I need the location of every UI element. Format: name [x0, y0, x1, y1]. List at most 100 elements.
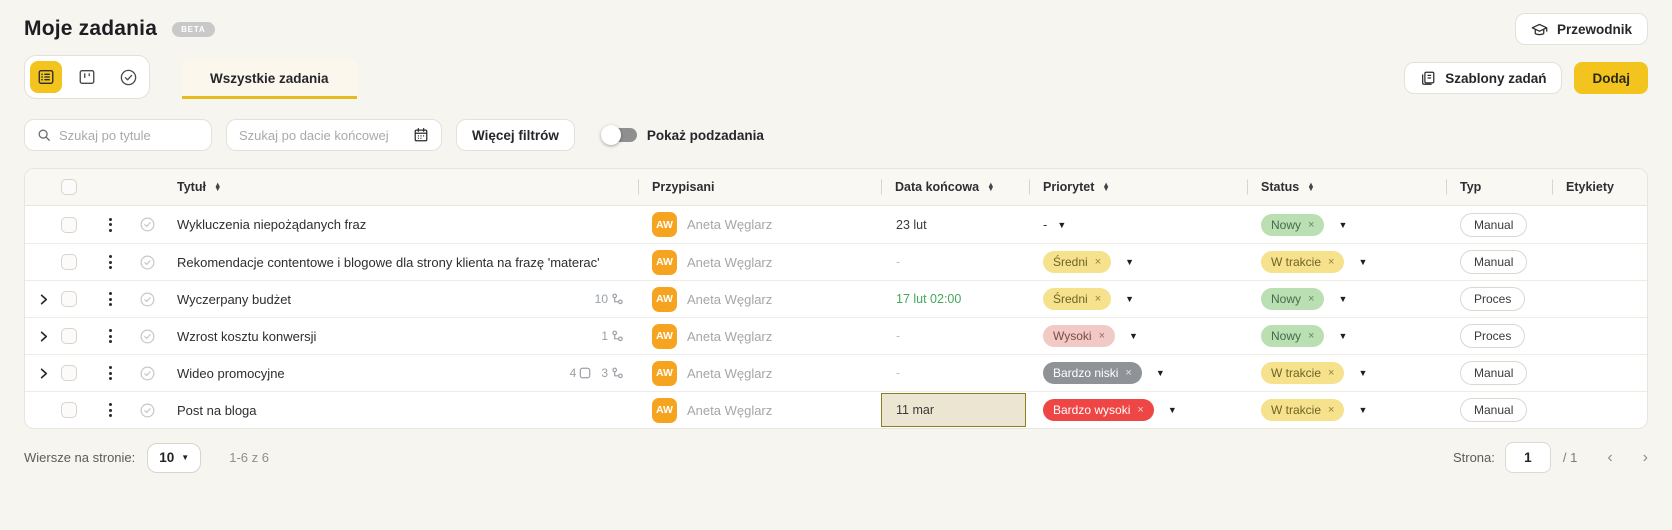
- complete-task-icon[interactable]: [139, 216, 156, 233]
- search-title-input[interactable]: [59, 127, 199, 143]
- remove-status-icon[interactable]: ×: [1308, 218, 1315, 231]
- priority-chip[interactable]: Średni ×: [1043, 251, 1112, 273]
- sort-title-icon[interactable]: ▲ ▼: [213, 180, 222, 193]
- sort-priority-icon[interactable]: ▲ ▼: [1102, 180, 1110, 193]
- assignees-cell[interactable]: AW Aneta Węglarz: [638, 318, 881, 354]
- show-subtasks-toggle[interactable]: [600, 125, 637, 145]
- remove-status-icon[interactable]: ×: [1328, 367, 1335, 379]
- kanban-view-button[interactable]: [71, 61, 103, 93]
- row-checkbox[interactable]: [61, 328, 77, 344]
- row-menu-icon[interactable]: [105, 214, 116, 236]
- prev-page-icon[interactable]: ‹: [1607, 448, 1613, 466]
- column-header-due[interactable]: Data końcowa ▲ ▼: [881, 169, 1029, 205]
- expand-chevron-icon[interactable]: [37, 367, 50, 380]
- assignees-cell[interactable]: AW Aneta Węglarz: [638, 392, 881, 428]
- remove-priority-icon[interactable]: ×: [1098, 330, 1105, 342]
- priority-dropdown-icon[interactable]: ▼: [1167, 405, 1177, 415]
- rows-per-page-select[interactable]: 10 ▼: [147, 442, 202, 473]
- row-checkbox[interactable]: [61, 254, 77, 270]
- tab-all-tasks[interactable]: Wszystkie zadania: [182, 59, 357, 99]
- search-due-date-input[interactable]: [239, 127, 405, 143]
- assignees-cell[interactable]: AW Aneta Węglarz: [638, 206, 881, 243]
- status-chip[interactable]: Nowy ×: [1261, 325, 1325, 347]
- remove-priority-icon[interactable]: ×: [1094, 256, 1102, 268]
- priority-dropdown-icon[interactable]: ▼: [1125, 257, 1135, 267]
- due-date-cell[interactable]: -: [881, 355, 1029, 391]
- title-cell[interactable]: Wyczerpany budżet 10: [167, 281, 638, 317]
- row-menu-icon[interactable]: [105, 325, 116, 347]
- task-templates-button[interactable]: Szablony zadań: [1404, 62, 1563, 94]
- priority-dropdown-icon[interactable]: ▼: [1155, 368, 1165, 378]
- remove-status-icon[interactable]: ×: [1328, 256, 1335, 268]
- status-dropdown-icon[interactable]: ▼: [1338, 219, 1348, 230]
- row-checkbox[interactable]: [61, 365, 77, 381]
- status-dropdown-icon[interactable]: ▼: [1358, 257, 1368, 267]
- status-chip[interactable]: W trakcie ×: [1261, 251, 1345, 273]
- assignees-cell[interactable]: AW Aneta Węglarz: [638, 355, 881, 391]
- complete-task-icon[interactable]: [139, 402, 156, 419]
- priority-chip[interactable]: Bardzo niski ×: [1043, 362, 1142, 384]
- add-task-button[interactable]: Dodaj: [1574, 62, 1648, 94]
- status-chip[interactable]: Nowy ×: [1261, 213, 1325, 236]
- complete-task-icon[interactable]: [139, 291, 156, 308]
- remove-priority-icon[interactable]: ×: [1137, 404, 1144, 416]
- next-page-icon[interactable]: ›: [1642, 448, 1648, 466]
- sort-due-icon[interactable]: ▲ ▼: [987, 180, 995, 193]
- row-menu-icon[interactable]: [105, 362, 116, 384]
- remove-status-icon[interactable]: ×: [1328, 404, 1335, 416]
- expand-chevron-icon[interactable]: [37, 330, 50, 343]
- title-cell[interactable]: Wideo promocyjne 4 3: [167, 355, 638, 391]
- sort-status-icon[interactable]: ▲ ▼: [1307, 180, 1315, 193]
- priority-chip[interactable]: Bardzo wysoki ×: [1043, 399, 1154, 421]
- due-date-cell[interactable]: 11 mar: [881, 392, 1029, 428]
- status-dropdown-icon[interactable]: ▼: [1338, 294, 1348, 304]
- page-number-input[interactable]: [1504, 442, 1551, 473]
- due-date-cell[interactable]: -: [881, 318, 1029, 354]
- title-cell[interactable]: Wykluczenia niepożądanych fraz: [167, 206, 638, 243]
- more-filters-button[interactable]: Więcej filtrów: [456, 119, 575, 151]
- expand-chevron-icon[interactable]: [37, 293, 50, 306]
- remove-priority-icon[interactable]: ×: [1094, 293, 1102, 305]
- status-dropdown-icon[interactable]: ▼: [1338, 331, 1348, 341]
- column-header-priority[interactable]: Priorytet ▲ ▼: [1029, 169, 1247, 205]
- calendar-icon[interactable]: [413, 127, 429, 143]
- title-cell[interactable]: Post na bloga: [167, 392, 638, 428]
- due-date-cell[interactable]: 17 lut 02:00: [881, 281, 1029, 317]
- priority-chip[interactable]: Wysoki ×: [1043, 325, 1115, 347]
- status-chip[interactable]: W trakcie ×: [1261, 362, 1345, 384]
- priority-chip[interactable]: Średni ×: [1043, 288, 1112, 310]
- column-header-status[interactable]: Status ▲ ▼: [1247, 169, 1446, 205]
- complete-task-icon[interactable]: [139, 365, 156, 382]
- priority-dropdown-icon[interactable]: ▼: [1057, 219, 1067, 230]
- row-menu-icon[interactable]: [105, 288, 116, 310]
- priority-dropdown-icon[interactable]: ▼: [1125, 294, 1135, 304]
- title-cell[interactable]: Rekomendacje contentowe i blogowe dla st…: [167, 244, 638, 280]
- remove-status-icon[interactable]: ×: [1308, 293, 1315, 305]
- complete-task-icon[interactable]: [139, 254, 156, 271]
- status-dropdown-icon[interactable]: ▼: [1358, 405, 1368, 415]
- complete-task-icon[interactable]: [139, 328, 156, 345]
- due-date-cell[interactable]: -: [881, 244, 1029, 280]
- row-checkbox[interactable]: [61, 402, 77, 418]
- row-menu-icon[interactable]: [105, 399, 116, 421]
- list-view-button[interactable]: [30, 61, 62, 93]
- assignees-cell[interactable]: AW Aneta Węglarz: [638, 244, 881, 280]
- completed-view-button[interactable]: [112, 61, 144, 93]
- top-bar: Moje zadania BETA Przewodnik: [0, 0, 1672, 45]
- guide-button[interactable]: Przewodnik: [1514, 13, 1648, 45]
- column-header-title[interactable]: Tytuł ▲ ▼: [177, 180, 222, 194]
- title-cell[interactable]: Wzrost kosztu konwersji 1: [167, 318, 638, 354]
- due-date-cell[interactable]: 23 lut: [881, 206, 1029, 243]
- select-all-checkbox[interactable]: [61, 179, 77, 195]
- row-checkbox[interactable]: [61, 216, 77, 233]
- assignees-cell[interactable]: AW Aneta Węglarz: [638, 281, 881, 317]
- status-chip[interactable]: W trakcie ×: [1261, 399, 1345, 421]
- status-chip[interactable]: Nowy ×: [1261, 288, 1325, 310]
- priority-dropdown-icon[interactable]: ▼: [1129, 331, 1138, 341]
- status-dropdown-icon[interactable]: ▼: [1358, 368, 1368, 378]
- row-menu-icon[interactable]: [105, 251, 116, 273]
- status-cell: Nowy × ▼: [1247, 281, 1446, 317]
- remove-priority-icon[interactable]: ×: [1125, 367, 1132, 379]
- remove-status-icon[interactable]: ×: [1308, 330, 1315, 342]
- row-checkbox[interactable]: [61, 291, 77, 307]
